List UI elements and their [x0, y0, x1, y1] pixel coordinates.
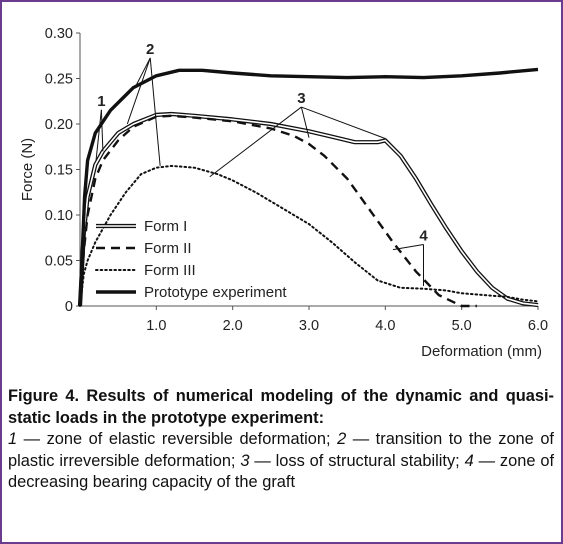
caption-item-text: — loss of structural stability;	[249, 451, 465, 470]
series-line-inner	[79, 113, 539, 307]
legend-entry: Form I	[96, 218, 187, 235]
x-tick-label: 5.0	[452, 318, 472, 334]
x-tick-label: 1.0	[146, 318, 166, 334]
y-tick-label: 0.20	[45, 117, 73, 133]
series-prototype-experiment	[78, 67, 539, 307]
y-tick-label: 0.05	[45, 254, 73, 270]
y-tick-label: 0.25	[45, 72, 73, 88]
annotation-leader	[100, 109, 104, 152]
legend-entry: Form II	[96, 240, 192, 257]
y-tick-label: 0	[65, 299, 73, 315]
caption-item-number: 3	[240, 451, 250, 470]
annotation-2: 2	[126, 41, 161, 166]
chart-container: 0 0.05 0.10 0.15 0.20 0.25 0.30 1.0 2.0 3.0 4.0 5.0…	[8, 8, 556, 370]
caption-item-number: 4	[464, 451, 474, 470]
annotation-label: 2	[146, 41, 154, 58]
x-tick-label: 2.0	[223, 318, 243, 334]
annotation-leader	[134, 57, 151, 88]
caption-title: Figure 4. Results of numerical modeling …	[8, 387, 554, 427]
caption-item-text: — zone of elastic reversible deformation…	[17, 430, 338, 448]
annotation-leader	[95, 109, 102, 161]
annotation-label: 4	[419, 227, 428, 244]
x-tick-label: 4.0	[375, 318, 395, 334]
annotation-leader	[209, 106, 302, 178]
annotation-1: 1	[95, 93, 106, 161]
x-tick-label: 3.0	[299, 318, 319, 334]
annotation-3: 3	[209, 90, 386, 178]
annotation-leader	[126, 57, 151, 125]
y-tick-label: 0.10	[45, 208, 73, 224]
annotation-leader	[392, 243, 424, 251]
series-form-ii	[78, 114, 477, 308]
caption-item-text: — transition to the zone of plastic irre…	[8, 430, 554, 470]
legend-label: Prototype experiment	[144, 284, 287, 301]
series-line	[78, 67, 539, 307]
x-axis-label: Deformation (mm)	[421, 343, 542, 360]
figure-caption: Figure 4. Results of numerical modeling …	[8, 386, 554, 494]
x-tick-label: 6.0	[528, 318, 548, 334]
force-deformation-chart: 0 0.05 0.10 0.15 0.20 0.25 0.30 1.0 2.0 3.0 4.0 5.0…	[19, 26, 548, 360]
caption-item-number: 2	[337, 430, 347, 448]
annotation-leader	[301, 106, 386, 140]
caption-item-number: 1	[8, 430, 18, 448]
caption-item-text: — zone of decreasing bearing capacity of…	[8, 451, 554, 492]
y-axis-label: Force (N)	[19, 138, 36, 201]
annotation-label: 1	[97, 93, 105, 110]
series-line	[78, 114, 477, 308]
series-form-iii	[79, 164, 539, 307]
legend-label: Form II	[144, 240, 192, 257]
annotation-leader	[300, 106, 310, 138]
annotation-leader	[149, 57, 161, 166]
series-form-i	[77, 111, 539, 308]
series-line	[79, 164, 539, 307]
annotation-4: 4	[392, 227, 428, 286]
legend-label: Form III	[144, 262, 196, 279]
y-tick-label: 0.30	[45, 26, 73, 42]
legend-entry: Prototype experiment	[96, 284, 287, 301]
legend-label: Form I	[144, 218, 187, 235]
annotation-label: 3	[297, 90, 305, 107]
legend-entry: Form III	[95, 262, 196, 279]
y-tick-label: 0.15	[45, 163, 73, 179]
